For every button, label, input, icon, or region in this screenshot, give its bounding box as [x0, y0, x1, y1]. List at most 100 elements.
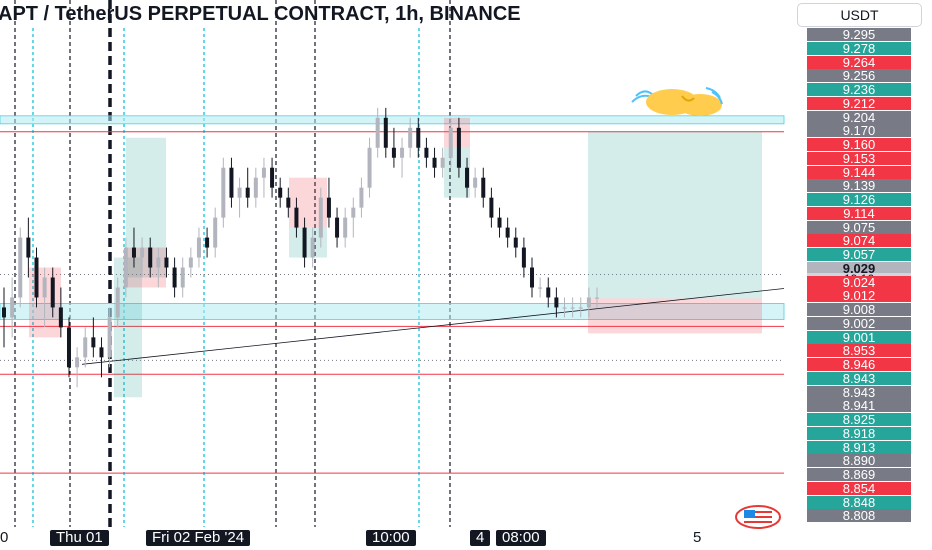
candle-body — [302, 227, 307, 258]
candle-body — [432, 157, 437, 168]
time-label: Fri 02 Feb '24 — [146, 530, 251, 546]
candle-body — [294, 207, 299, 228]
candle-body — [107, 317, 112, 358]
price-axis-label: 9.029 — [807, 261, 911, 275]
price-axis-label: 8.848 — [807, 495, 911, 509]
candle-body — [497, 217, 502, 228]
candle-body — [270, 167, 275, 188]
support-resistance-zone — [0, 115, 785, 125]
price-axis-label: 8.941 — [807, 399, 911, 413]
time-label: 5 — [693, 529, 702, 546]
price-axis-label: 9.008 — [807, 303, 911, 316]
price-axis-label: 8.854 — [807, 481, 911, 495]
candle-body — [481, 177, 486, 198]
candle-body — [99, 347, 104, 358]
price-axis-label: 9.144 — [807, 165, 911, 179]
candle-body — [237, 187, 242, 198]
candle-body — [513, 237, 518, 248]
price-axis-label: 9.236 — [807, 83, 911, 96]
candle-body — [50, 277, 55, 308]
currency-button[interactable]: USDT — [797, 3, 922, 27]
price-axis-label: 8.953 — [807, 344, 911, 358]
price-axis-label: 9.204 — [807, 110, 911, 124]
price-axis-label: 9.256 — [807, 69, 911, 83]
candle-body — [148, 247, 153, 268]
price-axis-label: 9.057 — [807, 248, 911, 261]
candle-body — [286, 197, 291, 208]
candle-body — [562, 307, 567, 309]
candle-body — [140, 247, 145, 258]
candle-body — [383, 117, 388, 148]
time-label: 10:00 — [366, 530, 416, 546]
candle-body — [66, 327, 71, 368]
chart-title: APT / TetherUS PERPETUAL CONTRACT, 1h, B… — [0, 3, 521, 25]
candle-body — [278, 187, 283, 198]
candle-body — [318, 197, 323, 238]
candle-body — [359, 187, 364, 208]
candle-body — [261, 167, 266, 178]
price-axis-label: 9.212 — [807, 96, 911, 110]
candle-body — [213, 217, 218, 248]
candle-body — [440, 157, 445, 168]
price-axis-label: 8.918 — [807, 426, 911, 440]
candle-body — [172, 267, 177, 288]
price-axis-label: 8.869 — [807, 468, 911, 481]
candle-body — [83, 337, 88, 358]
candle-body — [75, 357, 80, 368]
candle-body — [521, 247, 526, 268]
us-flag-icon[interactable] — [735, 505, 781, 529]
candle-body — [326, 197, 331, 218]
candle-body — [595, 297, 599, 299]
candle-body — [570, 307, 575, 309]
position-target-zone — [588, 131, 762, 299]
price-axis-label: 9.278 — [807, 41, 911, 55]
candle-body — [416, 127, 421, 148]
candle-body — [456, 127, 461, 168]
candle-body — [586, 297, 591, 308]
candle-body — [538, 287, 543, 289]
candle-body — [123, 247, 128, 288]
candle-body — [58, 307, 63, 328]
price-axis-label: 9.153 — [807, 151, 911, 165]
candle-body — [400, 147, 405, 158]
trendline — [81, 288, 785, 365]
candle-body — [310, 237, 315, 258]
time-label: Thu 01 — [50, 530, 109, 546]
candle-body — [229, 167, 234, 198]
candle-body — [180, 267, 185, 288]
price-axis-label: 9.170 — [807, 124, 911, 138]
candle-body — [351, 207, 356, 218]
time-label: 08:00 — [496, 530, 546, 546]
price-axis-label: 9.074 — [807, 234, 911, 248]
candle-body — [465, 167, 470, 188]
candle-body — [505, 227, 510, 238]
candle-body — [554, 297, 559, 308]
candle-body — [42, 277, 47, 298]
time-label: 4 — [470, 530, 491, 546]
price-axis[interactable]: 9.295 9.278 9.264 9.256 9.236 9.212 9.204 9.170… — [807, 28, 911, 528]
time-label: 0 — [0, 529, 9, 546]
candle-body — [164, 257, 169, 268]
candle-body — [578, 307, 583, 309]
time-axis[interactable]: 0 Thu 01 Fri 02 Feb '24 10:00 4 08:00 5 — [0, 527, 932, 550]
waving-hand-icon — [631, 87, 723, 116]
range-highlight-box — [114, 257, 142, 398]
price-axis-label: 9.075 — [807, 220, 911, 234]
candle-body — [221, 167, 226, 218]
price-axis-label: 9.160 — [807, 138, 911, 151]
candle-body — [530, 267, 535, 288]
price-axis-label: 8.943 — [807, 385, 911, 399]
candle-body — [375, 117, 380, 148]
candle-body — [205, 237, 210, 248]
price-axis-label: 8.925 — [807, 413, 911, 426]
price-axis-label: 9.295 — [807, 28, 911, 41]
position-stop-zone — [588, 298, 762, 334]
price-axis-label: 9.139 — [807, 179, 911, 193]
candle-body — [115, 287, 120, 318]
price-axis-label: 9.114 — [807, 206, 911, 220]
candle-body — [245, 187, 250, 198]
price-axis-label: 9.001 — [807, 330, 911, 344]
candle-body — [343, 217, 348, 238]
